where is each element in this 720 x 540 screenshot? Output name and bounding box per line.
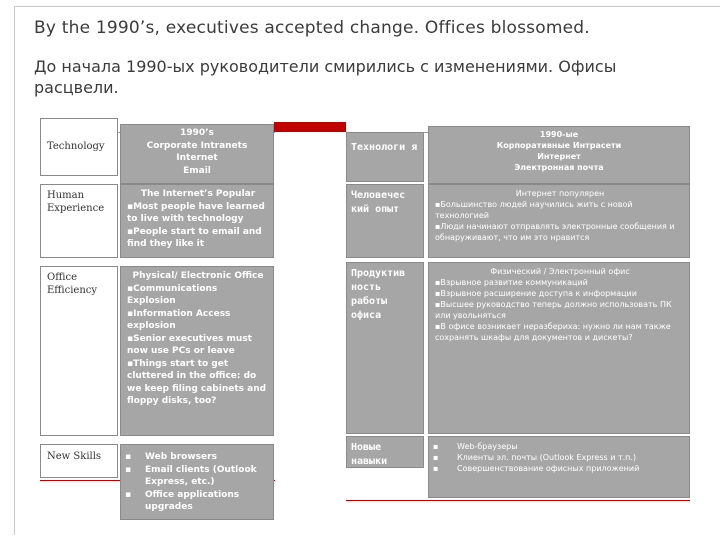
row-label-human-experience: Human Experience [40,184,118,258]
bullet-item: ▪People start to email and find they lik… [127,226,262,250]
bullet-item: ▪Взрывное развитие коммуникаций [435,278,588,287]
slide-frame [14,6,720,535]
header-line: 1990-ые [539,130,579,139]
bullet-item: Совершенствование офисных приложений [429,463,689,474]
bullet-item: ▪Things start to get cluttered in the of… [127,358,267,407]
header-line: 1990’s [180,128,214,138]
bullet-item: ▪Most people have learned to live with t… [127,201,265,225]
cell-title: Physical/ Electronic Office [132,271,264,281]
header-line: Corporate Intranets [146,140,248,151]
new-skills-cell-ru: Web-браузеры Клиенты эл. почты (Outlook … [428,436,690,498]
header-line: Email [183,165,211,176]
slide-subtitle: До начала 1990-ых руководители смирились… [34,57,617,97]
bullet-item: ▪Senior executives must now use PCs or l… [127,333,252,357]
row-label-office-efficiency: Office Efficiency [40,266,118,436]
header-line: Корпоративные Интрасети [496,141,622,150]
bullet-item: ▪Люди начинают отправлять электронные со… [435,222,675,242]
cell-title: Физический / Электронный офис [490,267,630,276]
header-1990ye-cell: 1990-ые Корпоративные Интрасети Интернет… [428,126,690,184]
cell-title: Интернет популярен [515,189,605,198]
bullet-item: ▪Information Access explosion [127,308,231,332]
header-line: Интернет [537,152,581,161]
human-experience-cell-ru: Интернет популярен ▪Большинство людей на… [428,184,690,258]
bullet-item: Клиенты эл. почты (Outlook Express и т.п… [429,452,689,463]
row-label-office-efficiency-ru: Продуктив ность работы офиса [346,262,424,434]
bullet-item: Email clients (Outlook Express, etc.) [121,464,273,489]
row-label-technology-ru: Технологи я [346,132,424,182]
bullet-item: ▪Высшее руководство теперь должно исполь… [435,300,672,320]
bullet-item: ▪В офисе возникает неразбериха: нужно ли… [435,322,671,342]
new-skills-cell: Web browsers Email clients (Outlook Expr… [120,444,274,520]
bullet-item: ▪Большинство людей научились жить с ново… [435,200,633,220]
office-efficiency-cell-ru: Физический / Электронный офис ▪Взрывное … [428,262,690,434]
bullet-item: ▪Communications Explosion [127,283,218,307]
header-1990s-cell: 1990’s Corporate Intranets Internet Emai… [120,124,274,184]
bullet-item: Web-браузеры [429,441,689,452]
bullet-item: ▪Взрывное расширение доступа к информаци… [435,289,637,298]
bullet-item: Web browsers [121,451,273,464]
header-line: Электронная почта [514,163,604,172]
row-label-new-skills: New Skills [40,444,118,478]
red-accent-bar [274,122,346,132]
row-label-technology: Technology [40,118,118,176]
office-efficiency-cell: Physical/ Electronic Office ▪Communicati… [120,266,274,436]
row-label-human-experience-ru: Человечес кий опыт [346,184,424,258]
header-line: Internet [176,153,218,163]
human-experience-cell: The Internet’s Popular ▪Most people have… [120,184,274,258]
row-label-new-skills-ru: Новые навыки [346,436,424,468]
red-divider-line [346,500,690,501]
bullet-item: Office applications upgrades [121,489,273,514]
slide-title: By the 1990’s, executives accepted chang… [34,18,590,38]
cell-title: The Internet’s Popular [140,189,256,199]
